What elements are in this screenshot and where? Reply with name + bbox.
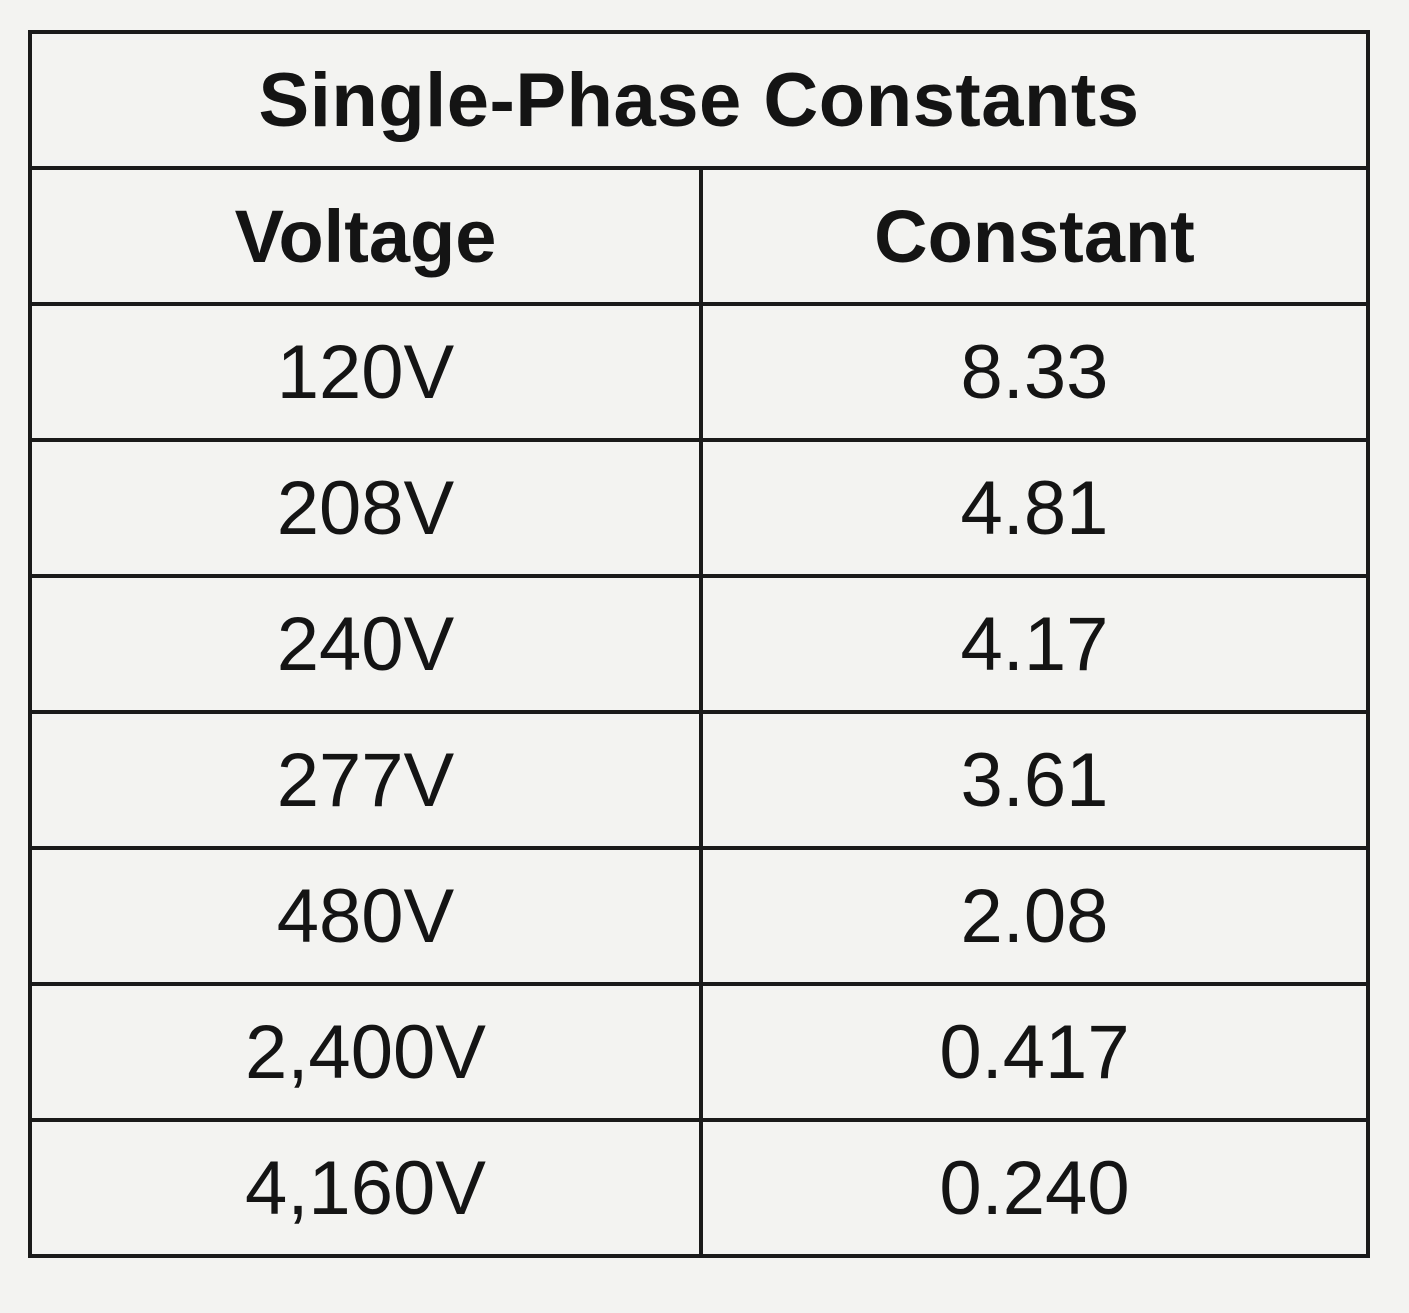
constants-table-container: Single-Phase Constants Voltage Constant …	[28, 30, 1370, 1258]
table-title-row: Single-Phase Constants	[28, 30, 1370, 170]
constant-cell: 4.17	[699, 574, 1370, 714]
voltage-cell: 208V	[28, 438, 703, 578]
voltage-cell: 4,160V	[28, 1118, 703, 1258]
constant-cell: 3.61	[699, 710, 1370, 850]
voltage-cell: 240V	[28, 574, 703, 714]
table-row: 277V 3.61	[28, 710, 1370, 850]
column-header-voltage: Voltage	[28, 166, 703, 306]
column-header-constant: Constant	[699, 166, 1370, 306]
table-row: 2,400V 0.417	[28, 982, 1370, 1122]
constant-cell: 4.81	[699, 438, 1370, 578]
table-row: 208V 4.81	[28, 438, 1370, 578]
constant-cell: 2.08	[699, 846, 1370, 986]
constant-cell: 0.417	[699, 982, 1370, 1122]
table-title: Single-Phase Constants	[28, 30, 1370, 170]
voltage-cell: 2,400V	[28, 982, 703, 1122]
voltage-cell: 480V	[28, 846, 703, 986]
constant-cell: 0.240	[699, 1118, 1370, 1258]
single-phase-constants-table: Single-Phase Constants Voltage Constant …	[28, 30, 1370, 1258]
constant-cell: 8.33	[699, 302, 1370, 442]
table-row: 240V 4.17	[28, 574, 1370, 714]
table-header-row: Voltage Constant	[28, 166, 1370, 306]
voltage-cell: 120V	[28, 302, 703, 442]
table-row: 4,160V 0.240	[28, 1118, 1370, 1258]
voltage-cell: 277V	[28, 710, 703, 850]
table-row: 120V 8.33	[28, 302, 1370, 442]
table-row: 480V 2.08	[28, 846, 1370, 986]
